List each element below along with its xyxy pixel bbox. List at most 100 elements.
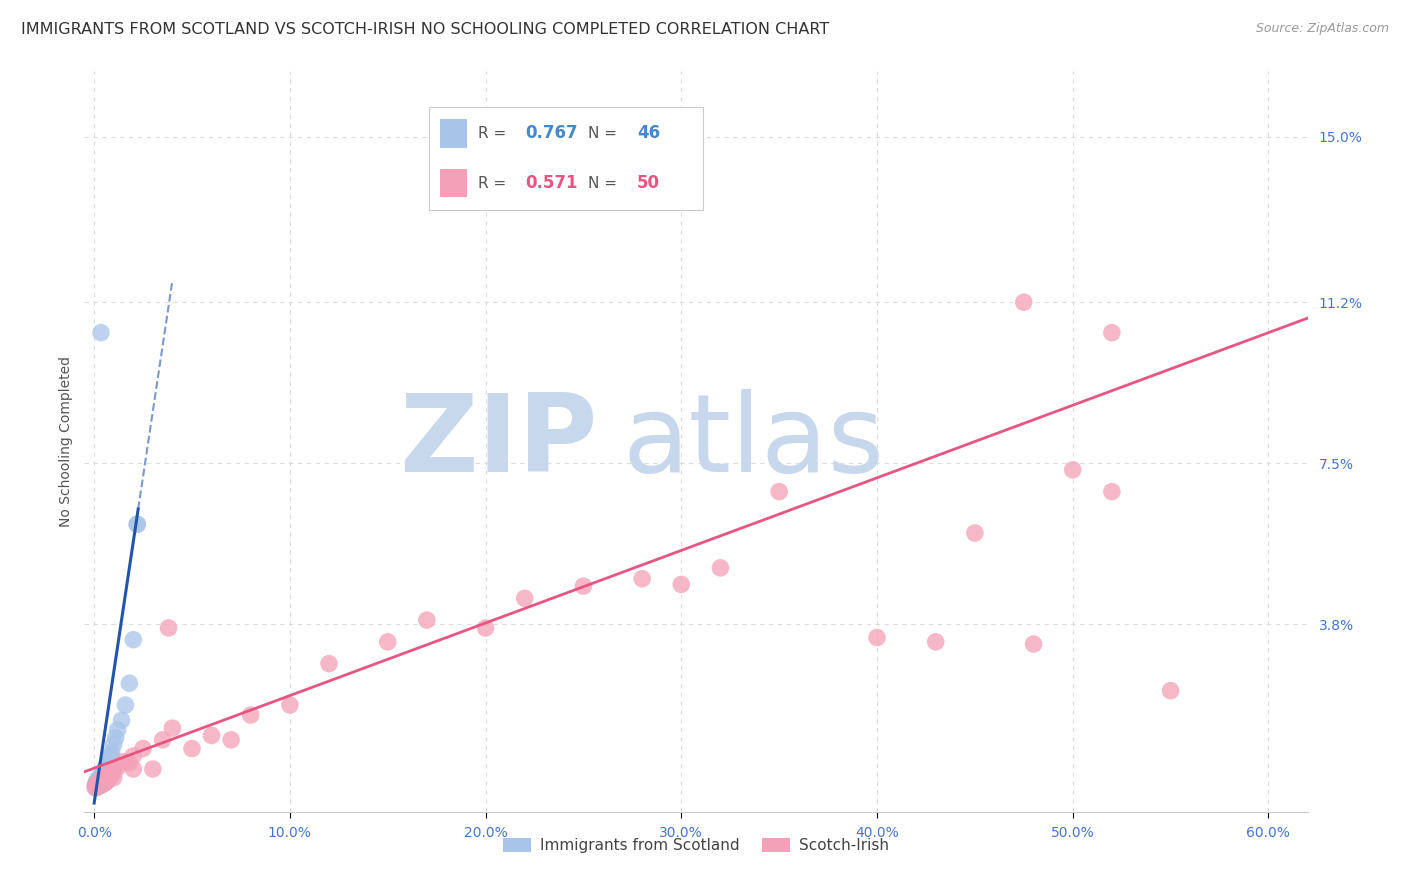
Point	[219, 732, 242, 747]
Point	[200, 729, 222, 743]
Point	[87, 775, 110, 789]
Point	[239, 708, 262, 723]
Point	[127, 517, 149, 532]
Point	[110, 713, 132, 727]
Point	[318, 657, 340, 671]
Point	[152, 732, 174, 747]
Point	[84, 778, 107, 792]
Point	[103, 771, 125, 785]
Point	[671, 577, 693, 591]
Point	[84, 780, 107, 795]
Point	[107, 723, 129, 737]
Point	[118, 676, 141, 690]
Point	[112, 755, 135, 769]
Point	[89, 779, 111, 793]
Point	[1022, 637, 1045, 651]
Point	[122, 749, 145, 764]
Text: 0.571: 0.571	[524, 175, 578, 193]
Text: atlas: atlas	[623, 389, 884, 494]
Point	[181, 741, 204, 756]
Point	[162, 721, 184, 735]
Point	[94, 762, 117, 776]
Point	[98, 770, 121, 784]
Text: N =: N =	[588, 176, 621, 191]
Bar	[440, 169, 467, 197]
Point	[103, 762, 125, 776]
Point	[84, 779, 107, 793]
Point	[98, 751, 121, 765]
Point	[97, 773, 120, 788]
Point	[87, 775, 110, 789]
Point	[91, 771, 114, 785]
Text: R =: R =	[478, 176, 512, 191]
Point	[96, 757, 118, 772]
Text: 50: 50	[637, 175, 661, 193]
Text: Source: ZipAtlas.com: Source: ZipAtlas.com	[1256, 22, 1389, 36]
Point	[1012, 295, 1035, 310]
Point	[474, 621, 496, 635]
Point	[103, 737, 125, 751]
Point	[86, 776, 108, 790]
Point	[87, 780, 110, 794]
Text: N =: N =	[588, 126, 621, 141]
Point	[97, 756, 120, 770]
Point	[91, 771, 114, 785]
Point	[278, 698, 301, 712]
Point	[89, 779, 111, 793]
Point	[416, 613, 439, 627]
Point	[91, 775, 114, 789]
Point	[86, 772, 108, 786]
Text: 0.767: 0.767	[524, 124, 578, 142]
Point	[93, 776, 115, 790]
Point	[93, 764, 115, 779]
Point	[122, 762, 145, 776]
Point	[94, 760, 117, 774]
Point	[1101, 326, 1123, 340]
Point	[87, 780, 110, 794]
Y-axis label: No Schooling Completed: No Schooling Completed	[59, 356, 73, 527]
Point	[127, 517, 149, 532]
Point	[94, 771, 117, 785]
Point	[98, 771, 121, 785]
Point	[631, 572, 654, 586]
Point	[84, 779, 107, 793]
Point	[94, 775, 117, 789]
Point	[103, 764, 125, 779]
Point	[572, 579, 595, 593]
Point	[925, 635, 948, 649]
Point	[100, 767, 122, 781]
Point	[84, 776, 107, 790]
Point	[100, 764, 122, 779]
Point	[86, 775, 108, 789]
Point	[89, 778, 111, 792]
Point	[91, 778, 114, 792]
Point	[87, 772, 110, 786]
Point	[100, 745, 122, 759]
Point	[84, 780, 107, 795]
Point	[1101, 484, 1123, 499]
Point	[90, 773, 112, 788]
Point	[142, 762, 165, 776]
Point	[94, 775, 117, 789]
Point	[1062, 463, 1084, 477]
Point	[377, 635, 399, 649]
Point	[104, 731, 127, 745]
Point	[866, 631, 889, 645]
Point	[89, 776, 111, 790]
Point	[86, 778, 108, 792]
Point	[157, 621, 180, 635]
Point	[90, 326, 112, 340]
Point	[513, 591, 536, 606]
Point	[132, 741, 155, 756]
Point	[122, 632, 145, 647]
Point	[91, 769, 114, 783]
Point	[91, 766, 114, 780]
Point	[89, 770, 111, 784]
Text: 46: 46	[637, 124, 661, 142]
Point	[89, 774, 111, 789]
Point	[90, 767, 112, 781]
Text: ZIP: ZIP	[399, 389, 598, 494]
Text: IMMIGRANTS FROM SCOTLAND VS SCOTCH-IRISH NO SCHOOLING COMPLETED CORRELATION CHAR: IMMIGRANTS FROM SCOTLAND VS SCOTCH-IRISH…	[21, 22, 830, 37]
Point	[100, 748, 122, 763]
Point	[87, 773, 110, 788]
